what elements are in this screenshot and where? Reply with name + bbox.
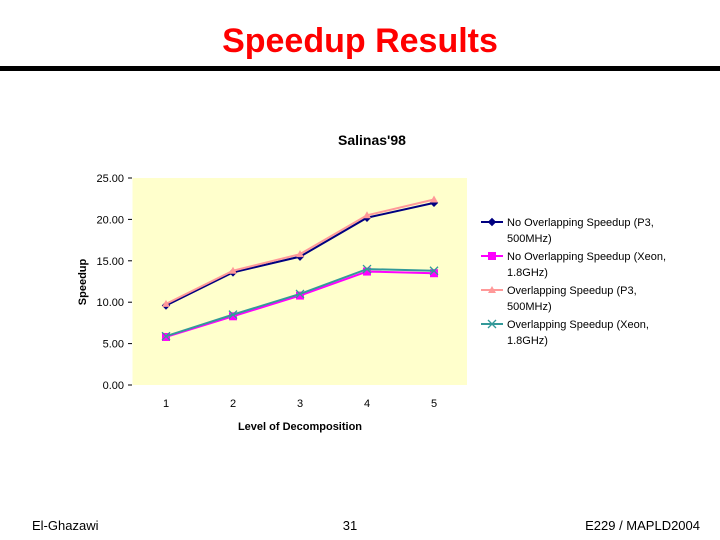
data-point (429, 266, 439, 276)
x-tick-label: 1 (163, 398, 169, 410)
legend-swatch-marker (488, 252, 496, 260)
legend-label: 500MHz) (507, 233, 552, 245)
y-tick-label: 0.00 (103, 380, 124, 392)
data-point (363, 267, 371, 276)
data-point (295, 289, 305, 299)
legend-swatch-marker (488, 286, 496, 293)
slide-title: Speedup Results (222, 22, 498, 60)
legend-label: 1.8GHz) (507, 335, 548, 347)
legend: No Overlapping Speedup (P3,500MHz)No Ove… (481, 217, 666, 347)
footer-page-number: 31 (342, 518, 358, 533)
legend-entry: Overlapping Speedup (P3, 500MHz) (481, 285, 637, 313)
y-tick-label: 15.00 (96, 256, 124, 268)
x-tick-label: 5 (431, 398, 437, 410)
chart-title: Salinas'98 (338, 132, 406, 148)
data-point (229, 312, 237, 321)
series-4 (161, 264, 439, 341)
plot-area (133, 178, 467, 385)
data-point (362, 264, 372, 274)
data-point (296, 250, 304, 258)
data-point (162, 299, 170, 307)
legend-label: 1.8GHz) (507, 267, 548, 279)
x-axis-label: Level of Decomposition (238, 421, 362, 433)
y-axis-ticks: 0.00 5.00 10.00 15.00 20.00 25.00 (96, 173, 132, 392)
data-point (161, 331, 171, 341)
legend-swatch-marker (487, 319, 497, 329)
data-point (363, 211, 371, 219)
data-point (229, 266, 237, 274)
y-axis-label: Speedup (77, 258, 89, 305)
y-tick-label: 25.00 (96, 173, 124, 185)
x-tick-label: 4 (364, 398, 370, 410)
footer-conference: E229 / MAPLD2004 (585, 518, 700, 533)
legend-label: Overlapping Speedup (P3, (507, 285, 637, 297)
legend-label: No Overlapping Speedup (P3, (507, 217, 654, 229)
y-tick-label: 20.00 (96, 214, 124, 226)
series-layer (161, 195, 439, 341)
legend-swatch-marker (487, 217, 497, 227)
y-tick-label: 5.00 (103, 339, 124, 351)
data-point (430, 269, 438, 278)
x-axis-ticks: 1 2 3 4 5 (163, 398, 437, 410)
x-tick-label: 2 (230, 398, 236, 410)
data-point (430, 195, 438, 203)
data-point (228, 310, 238, 320)
legend-entry: No Overlapping Speedup (Xeon, 1.8GHz) (481, 251, 666, 279)
legend-label: 500MHz) (507, 301, 552, 313)
data-point (296, 291, 304, 300)
legend-entry: No Overlapping Speedup (P3, 500MHz) (481, 217, 654, 245)
legend-label: Overlapping Speedup (Xeon, (507, 319, 649, 331)
y-tick-label: 10.00 (96, 297, 124, 309)
x-tick-label: 3 (297, 398, 303, 410)
footer-author: El-Ghazawi (32, 518, 99, 533)
legend-entry: Overlapping Speedup (Xeon, 1.8GHz) (481, 319, 649, 347)
series-3 (162, 195, 438, 307)
legend-label: No Overlapping Speedup (Xeon, (507, 251, 666, 263)
title-divider (0, 66, 720, 71)
